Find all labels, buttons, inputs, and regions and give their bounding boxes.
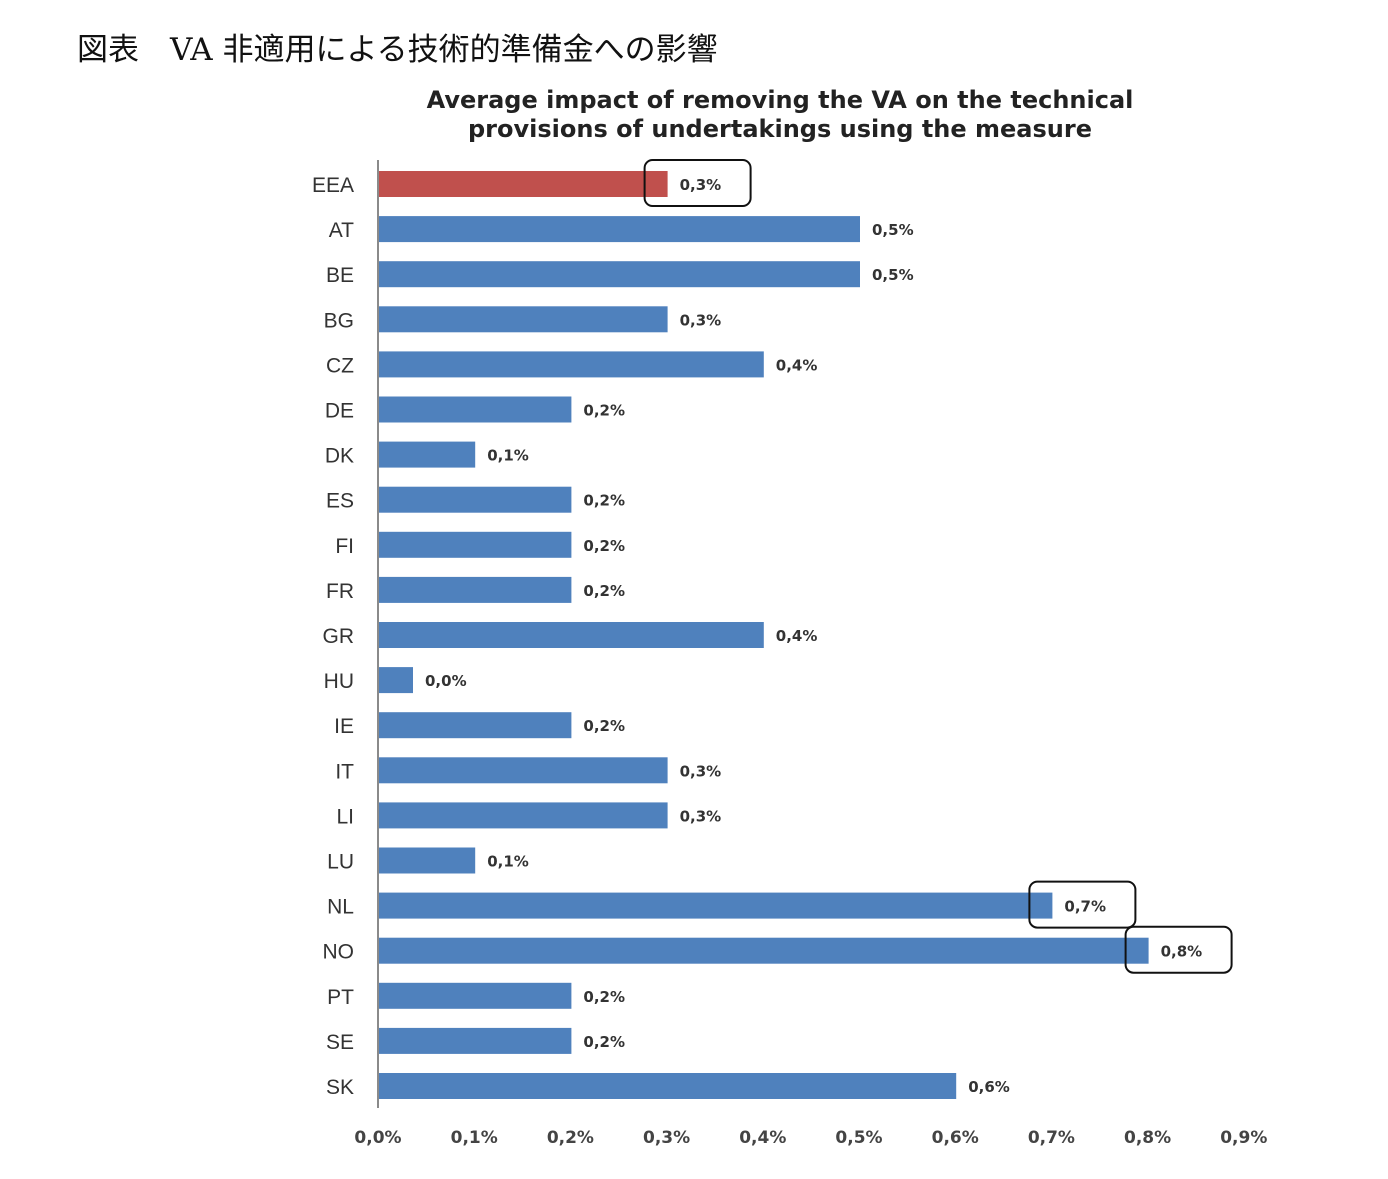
category-label-ie: IE [334,715,354,738]
category-label-lu: LU [327,851,354,874]
data-label-fi: 0,2% [583,537,625,555]
category-label-gr: GR [323,625,355,648]
data-label-li: 0,3% [680,807,722,825]
chart-title: Average impact of removing the VA on the… [340,86,1220,144]
category-label-no: NO [323,941,355,964]
x-tick-label: 0,1% [451,1128,498,1148]
category-label-at: AT [329,219,354,242]
category-label-it: IT [335,760,354,783]
data-label-se: 0,2% [583,1033,625,1051]
category-label-fi: FI [335,535,354,558]
bar-fi [379,531,572,558]
data-label-nl: 0,7% [1064,898,1106,916]
bar-at [379,216,860,243]
bar-pt [379,982,572,1009]
category-label-eea: EEA [312,174,354,197]
highlight-box-eea [643,159,752,207]
bar-ie [379,712,572,739]
bar-li [379,802,668,829]
x-tick-label: 0,5% [835,1128,882,1148]
data-label-pt: 0,2% [583,988,625,1006]
bar-de [379,396,572,423]
category-label-be: BE [326,264,354,287]
bar-se [379,1027,572,1054]
category-label-pt: PT [327,986,354,1009]
data-label-eea: 0,3% [680,176,722,194]
category-label-nl: NL [327,896,354,919]
data-label-at: 0,5% [872,221,914,239]
bar-cz [379,351,764,378]
category-label-bg: BG [324,309,354,332]
figure-caption: 図表 VA 非適用による技術的準備金への影響 [77,32,718,68]
data-label-gr: 0,4% [776,627,818,645]
x-tick-label: 0,9% [1220,1128,1267,1148]
data-label-no: 0,8% [1161,943,1203,961]
bar-fr [379,576,572,603]
data-label-cz: 0,4% [776,356,818,374]
data-label-sk: 0,6% [968,1078,1010,1096]
bar-no [379,937,1149,964]
category-label-sk: SK [326,1076,354,1099]
category-label-dk: DK [325,445,354,468]
bar-eea [379,171,668,197]
data-label-be: 0,5% [872,266,914,284]
bar-dk [379,441,476,468]
category-label-es: ES [326,490,354,513]
x-tick-label: 0,6% [932,1128,979,1148]
bar-sk [379,1073,957,1099]
data-label-lu: 0,1% [487,853,529,871]
category-label-cz: CZ [326,354,354,377]
category-label-li: LI [336,805,354,828]
category-label-fr: FR [326,580,354,603]
bar-nl [379,892,1053,919]
x-tick-label: 0,8% [1124,1128,1171,1148]
chart-title-line-1: Average impact of removing the VA on the… [426,86,1134,114]
data-label-bg: 0,3% [680,311,722,329]
x-tick-label: 0,4% [739,1128,786,1148]
category-label-hu: HU [324,670,354,693]
x-tick-label: 0,2% [547,1128,594,1148]
bar-hu [379,667,413,694]
category-label-de: DE [325,400,354,423]
data-label-it: 0,3% [680,762,722,780]
bar-be [379,261,860,288]
data-label-fr: 0,2% [583,582,625,600]
bar-es [379,486,572,513]
chart-title-line-2: provisions of undertakings using the mea… [468,115,1092,143]
highlight-box-nl [1028,880,1137,929]
category-label-se: SE [326,1031,354,1054]
x-tick-label: 0,7% [1028,1128,1075,1148]
highlight-box-no [1124,925,1233,974]
bar-it [379,757,668,784]
x-tick-label: 0,3% [643,1128,690,1148]
data-label-es: 0,2% [583,492,625,510]
data-label-de: 0,2% [583,402,625,420]
bar-bg [379,306,668,333]
data-label-hu: 0,0% [425,672,467,690]
bar-lu [379,847,476,874]
bar-gr [379,622,764,648]
x-tick-label: 0,0% [354,1128,401,1148]
data-label-dk: 0,1% [487,447,529,465]
data-label-ie: 0,2% [583,717,625,735]
